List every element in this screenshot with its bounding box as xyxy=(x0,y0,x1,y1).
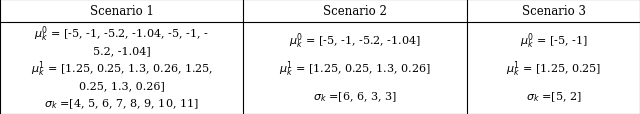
Text: Scenario 2: Scenario 2 xyxy=(323,5,387,18)
Text: Scenario 1: Scenario 1 xyxy=(90,5,154,18)
Text: $\mu_k^0$ = [-5, -1, -5.2, -1.04]: $\mu_k^0$ = [-5, -1, -5.2, -1.04] xyxy=(289,31,421,51)
Text: $\mu_k^0$ = [-5, -1]: $\mu_k^0$ = [-5, -1] xyxy=(520,31,588,51)
Text: 0.25, 1.3, 0.26]: 0.25, 1.3, 0.26] xyxy=(79,81,164,91)
Text: $\mu_k^1$ = [1.25, 0.25, 1.3, 0.26, 1.25,: $\mu_k^1$ = [1.25, 0.25, 1.3, 0.26, 1.25… xyxy=(31,59,212,78)
Text: $\mu_k^1$ = [1.25, 0.25]: $\mu_k^1$ = [1.25, 0.25] xyxy=(506,59,601,78)
Text: 5.2, -1.04]: 5.2, -1.04] xyxy=(93,46,150,56)
Text: $\sigma_k$ =[5, 2]: $\sigma_k$ =[5, 2] xyxy=(526,89,581,103)
Text: $\sigma_k$ =[6, 6, 3, 3]: $\sigma_k$ =[6, 6, 3, 3] xyxy=(313,89,397,103)
Text: Scenario 3: Scenario 3 xyxy=(522,5,586,18)
Text: $\sigma_k$ =[4, 5, 6, 7, 8, 9, 10, 11]: $\sigma_k$ =[4, 5, 6, 7, 8, 9, 10, 11] xyxy=(44,96,199,110)
Text: $\mu_k^1$ = [1.25, 0.25, 1.3, 0.26]: $\mu_k^1$ = [1.25, 0.25, 1.3, 0.26] xyxy=(280,59,431,78)
Text: $\mu_k^0$ = [-5, -1, -5.2, -1.04, -5, -1, -: $\mu_k^0$ = [-5, -1, -5.2, -1.04, -5, -1… xyxy=(35,24,209,44)
